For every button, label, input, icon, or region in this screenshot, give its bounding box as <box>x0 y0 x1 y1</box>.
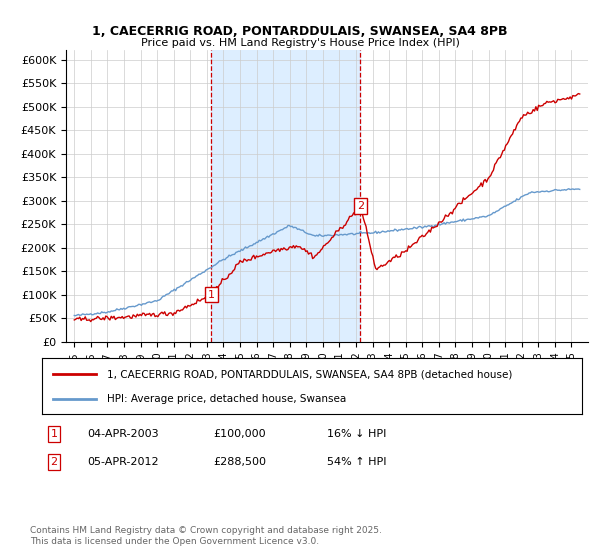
Text: £100,000: £100,000 <box>213 429 266 439</box>
Text: 2: 2 <box>357 201 364 211</box>
Text: 04-APR-2003: 04-APR-2003 <box>87 429 158 439</box>
Text: 16% ↓ HPI: 16% ↓ HPI <box>327 429 386 439</box>
Text: 1, CAECERRIG ROAD, PONTARDDULAIS, SWANSEA, SA4 8PB (detached house): 1, CAECERRIG ROAD, PONTARDDULAIS, SWANSE… <box>107 369 512 379</box>
Text: £288,500: £288,500 <box>213 457 266 467</box>
Text: Price paid vs. HM Land Registry's House Price Index (HPI): Price paid vs. HM Land Registry's House … <box>140 38 460 48</box>
Text: 05-APR-2012: 05-APR-2012 <box>87 457 158 467</box>
Text: 1: 1 <box>50 429 58 439</box>
Text: 2: 2 <box>50 457 58 467</box>
Text: 54% ↑ HPI: 54% ↑ HPI <box>327 457 386 467</box>
Text: 1, CAECERRIG ROAD, PONTARDDULAIS, SWANSEA, SA4 8PB: 1, CAECERRIG ROAD, PONTARDDULAIS, SWANSE… <box>92 25 508 38</box>
Text: 1: 1 <box>208 290 215 300</box>
Bar <box>211 50 361 342</box>
Text: Contains HM Land Registry data © Crown copyright and database right 2025.
This d: Contains HM Land Registry data © Crown c… <box>30 526 382 546</box>
Text: HPI: Average price, detached house, Swansea: HPI: Average price, detached house, Swan… <box>107 394 346 404</box>
